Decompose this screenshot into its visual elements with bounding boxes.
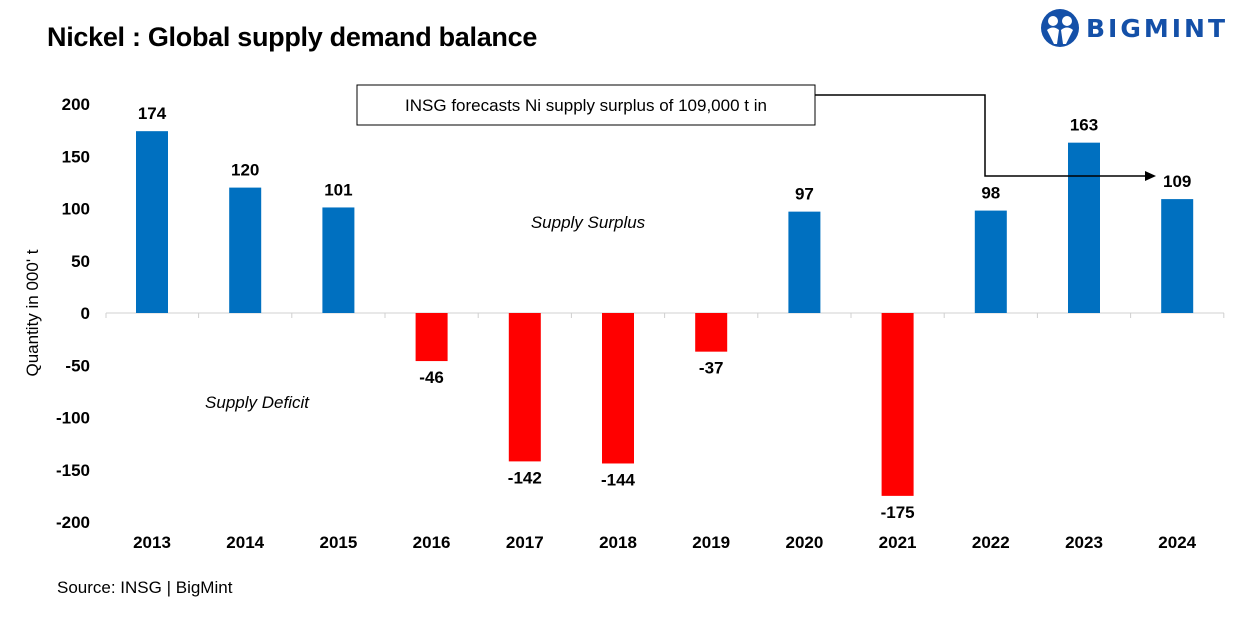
x-tick-label: 2014 xyxy=(226,533,264,552)
data-label-2022: 98 xyxy=(981,184,1000,203)
y-tick-label: -50 xyxy=(65,356,90,375)
source-note: Source: INSG | BigMint xyxy=(57,578,233,597)
data-label-2014: 120 xyxy=(231,161,259,180)
y-tick-label: -100 xyxy=(56,409,90,428)
callout-arrowhead xyxy=(1145,171,1156,181)
y-tick-label: 50 xyxy=(71,252,90,271)
data-label-2020: 97 xyxy=(795,185,814,204)
y-tick-label: 100 xyxy=(62,200,90,219)
bar-2023 xyxy=(1068,142,1100,313)
y-axis-label: Quantity in 000' t xyxy=(23,249,42,376)
x-tick-label: 2024 xyxy=(1158,533,1196,552)
chart-title: Nickel : Global supply demand balance xyxy=(47,22,538,52)
supply-deficit-label: Supply Deficit xyxy=(205,393,310,412)
data-label-2021: -175 xyxy=(881,503,915,522)
x-tick-label: 2013 xyxy=(133,533,171,552)
bar-2018 xyxy=(602,313,634,464)
x-tick-label: 2020 xyxy=(785,533,823,552)
bar-2016 xyxy=(415,313,448,362)
bar-2020 xyxy=(788,211,821,313)
bar-2021 xyxy=(881,313,914,496)
x-tick-label: 2019 xyxy=(692,533,730,552)
data-label-2019: -37 xyxy=(699,359,724,378)
x-tick-label: 2023 xyxy=(1065,533,1103,552)
callout-arrow-line xyxy=(815,94,1145,177)
y-tick-label: -200 xyxy=(56,513,90,532)
bar-2014 xyxy=(229,187,262,313)
bar-2024 xyxy=(1161,199,1194,313)
y-tick-label: 0 xyxy=(81,304,90,323)
y-tick-label: -150 xyxy=(56,461,90,480)
logo-text: BIGMINT xyxy=(1086,13,1229,43)
data-label-2018: -144 xyxy=(601,470,636,489)
y-tick-label: 200 xyxy=(62,95,90,114)
data-label-2015: 101 xyxy=(324,180,352,199)
callout-text: INSG forecasts Ni supply surplus of 109,… xyxy=(405,96,767,115)
bar-2019 xyxy=(695,313,728,352)
supply-surplus-label: Supply Surplus xyxy=(531,213,646,232)
x-tick-label: 2017 xyxy=(506,533,544,552)
x-tick-label: 2021 xyxy=(879,533,917,552)
data-label-2017: -142 xyxy=(508,468,542,487)
x-tick-label: 2015 xyxy=(319,533,357,552)
x-tick-label: 2016 xyxy=(413,533,451,552)
bar-2013 xyxy=(136,131,168,313)
y-tick-label: 150 xyxy=(62,147,90,166)
bar-2015 xyxy=(322,207,355,313)
x-tick-label: 2022 xyxy=(972,533,1010,552)
data-label-2024: 109 xyxy=(1163,172,1191,191)
x-tick-label: 2018 xyxy=(599,533,637,552)
data-label-2013: 174 xyxy=(138,104,167,123)
bar-2022 xyxy=(974,210,1007,313)
bigmint-logo: BIGMINT xyxy=(1040,8,1228,48)
data-label-2016: -46 xyxy=(419,368,444,387)
bar-2017 xyxy=(508,313,541,462)
callout-box xyxy=(356,84,816,126)
data-label-2023: 163 xyxy=(1070,116,1098,135)
bigmint-logo-icon xyxy=(1041,9,1079,47)
